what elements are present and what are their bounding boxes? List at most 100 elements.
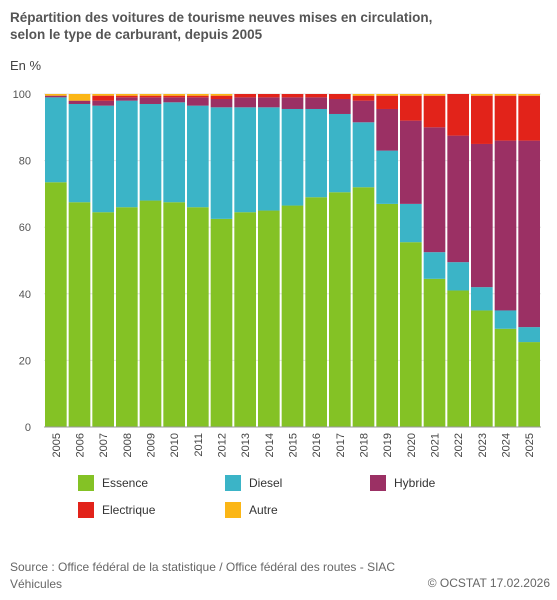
bar-diesel-2017	[329, 113, 351, 193]
legend-label-hybride: Hybride	[394, 476, 436, 490]
bar-electrique-2015	[281, 94, 304, 98]
bar-hybride-2025	[518, 140, 540, 328]
bar-diesel-2011	[187, 105, 209, 208]
chart-title: Répartition des voitures de tourisme neu…	[10, 10, 433, 42]
bar-electrique-2017	[329, 94, 351, 99]
legend-item-autre[interactable]: Autre	[225, 500, 278, 520]
bar-hybride-2007	[92, 100, 114, 106]
x-tick-label-2010: 2010	[169, 433, 181, 457]
x-tick-label-2024: 2024	[501, 433, 513, 457]
bar-diesel-2009	[139, 103, 162, 201]
bar-hybride-2012	[210, 98, 233, 108]
bar-essence-2014	[258, 210, 280, 427]
x-tick-label-2019: 2019	[382, 433, 394, 457]
bar-hybride-2015	[281, 97, 304, 109]
bar-essence-2008	[116, 207, 138, 427]
bar-essence-2010	[163, 202, 185, 427]
x-tick-label-2020: 2020	[406, 433, 418, 457]
bar-diesel-2022	[447, 262, 469, 291]
bar-electrique-2024	[494, 95, 517, 141]
y-tick-label-60: 60	[19, 222, 31, 234]
bar-electrique-2025	[518, 95, 540, 141]
bar-electrique-2009	[139, 95, 162, 98]
bar-hybride-2020	[400, 120, 422, 204]
bar-essence-2021	[423, 278, 446, 427]
x-tick-label-2013: 2013	[240, 433, 252, 457]
x-tick-label-2008: 2008	[122, 433, 134, 457]
x-tick-label-2011: 2011	[193, 433, 205, 457]
y-tick-label-100: 100	[13, 89, 31, 101]
bar-electrique-2008	[116, 95, 138, 98]
bar-autre-2011	[187, 94, 209, 96]
legend-label-electrique: Electrique	[102, 503, 156, 517]
bar-diesel-2006	[68, 103, 91, 203]
bar-hybride-2019	[376, 108, 398, 151]
legend-swatch-essence	[78, 475, 94, 491]
bar-essence-2017	[329, 192, 351, 427]
bar-autre-2008	[116, 94, 138, 96]
x-tick-label-2022: 2022	[453, 433, 465, 457]
x-tick-label-2023: 2023	[477, 433, 489, 457]
bar-autre-2025	[518, 94, 540, 96]
bar-electrique-2021	[423, 95, 446, 128]
legend-label-diesel: Diesel	[249, 476, 283, 490]
bar-diesel-2008	[116, 100, 138, 208]
bar-essence-2024	[494, 328, 517, 427]
bar-essence-2005	[45, 182, 67, 427]
y-tick-label-80: 80	[19, 156, 31, 168]
x-tick-label-2021: 2021	[430, 433, 442, 457]
bar-electrique-2013	[234, 94, 256, 98]
bar-diesel-2015	[281, 108, 304, 206]
legend-swatch-hybride	[370, 475, 386, 491]
bar-electrique-2023	[471, 95, 493, 144]
x-tick-label-2015: 2015	[288, 433, 300, 457]
bar-diesel-2025	[518, 327, 540, 343]
bar-essence-2007	[92, 212, 114, 427]
bar-hybride-2011	[187, 97, 209, 106]
bar-diesel-2013	[234, 107, 256, 213]
bar-autre-2006	[68, 94, 91, 101]
bar-essence-2012	[210, 218, 233, 427]
legend-item-electrique[interactable]: Electrique	[78, 500, 155, 520]
bar-electrique-2010	[163, 95, 185, 98]
bar-diesel-2024	[494, 310, 517, 329]
bar-hybride-2008	[116, 97, 138, 101]
bar-autre-2024	[494, 94, 517, 96]
bar-essence-2025	[518, 342, 540, 427]
bar-diesel-2019	[376, 150, 398, 204]
bar-autre-2009	[139, 94, 162, 96]
x-tick-label-2017: 2017	[335, 433, 347, 457]
bar-essence-2019	[376, 203, 398, 427]
bar-electrique-2011	[187, 95, 209, 98]
legend-item-diesel[interactable]: Diesel	[225, 473, 282, 493]
x-tick-label-2025: 2025	[524, 433, 536, 457]
bar-electrique-2012	[210, 95, 233, 99]
bar-hybride-2013	[234, 97, 256, 108]
x-tick-label-2005: 2005	[51, 433, 63, 457]
bar-autre-2023	[471, 94, 493, 96]
x-tick-label-2009: 2009	[146, 433, 158, 457]
y-tick-label-20: 20	[19, 355, 31, 367]
bar-hybride-2006	[68, 100, 91, 104]
x-tick-label-2007: 2007	[98, 433, 110, 457]
legend-item-essence[interactable]: Essence	[78, 473, 148, 493]
bar-essence-2022	[447, 290, 469, 427]
bar-diesel-2005	[45, 97, 67, 183]
bar-essence-2020	[400, 242, 422, 427]
legend-item-hybride[interactable]: Hybride	[370, 473, 435, 493]
bar-autre-2005	[45, 94, 67, 96]
bar-essence-2015	[281, 205, 304, 427]
bar-autre-2019	[376, 94, 398, 96]
bar-diesel-2010	[163, 102, 185, 203]
x-tick-label-2016: 2016	[311, 433, 323, 457]
bar-hybride-2021	[423, 127, 446, 253]
bar-electrique-2018	[352, 95, 375, 101]
x-tick-label-2006: 2006	[75, 433, 87, 457]
bar-essence-2009	[139, 200, 162, 427]
bar-essence-2011	[187, 207, 209, 427]
bar-essence-2018	[352, 187, 375, 427]
bar-autre-2020	[400, 94, 422, 96]
bar-essence-2006	[68, 202, 91, 427]
bar-autre-2012	[210, 94, 233, 96]
